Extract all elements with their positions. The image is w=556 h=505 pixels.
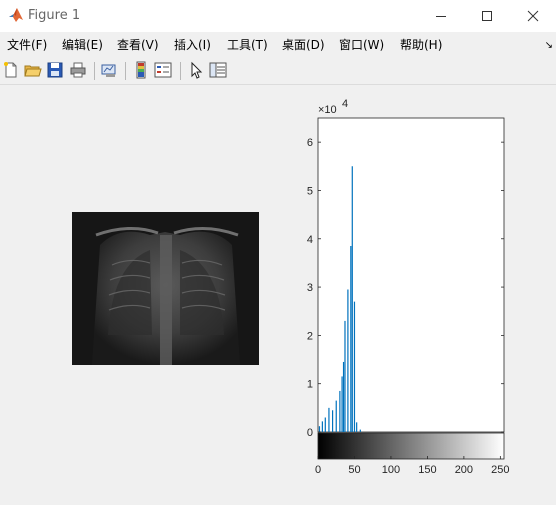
y-tick-label: 0: [307, 427, 313, 439]
x-tick-label: 200: [455, 464, 473, 476]
link-plot-icon[interactable]: [100, 61, 118, 79]
pointer-icon[interactable]: [187, 61, 205, 79]
toolbar: [0, 58, 556, 85]
matlab-logo-icon: [9, 8, 23, 22]
colorbar: [317, 432, 505, 460]
y-tick-label: 1: [307, 379, 313, 391]
minimize-icon: [436, 16, 446, 17]
menu-file[interactable]: 文件(F): [7, 38, 48, 52]
y-tick-label: 4: [307, 234, 313, 246]
figure-plot-svg: 0 1 2 3 4 5 6 ×10 4 0 50 100 150 200 250: [72, 98, 510, 476]
histogram-bars: [318, 166, 361, 432]
y-tick-label: 2: [307, 330, 313, 342]
print-icon[interactable]: [69, 61, 87, 79]
save-icon[interactable]: [46, 61, 64, 79]
close-button[interactable]: [510, 0, 556, 32]
window-title: Figure 1: [28, 8, 81, 23]
legend-icon[interactable]: [154, 61, 172, 79]
y-axis-ticks: 0 1 2 3 4 5 6: [307, 137, 504, 439]
x-tick-label: 50: [348, 464, 360, 476]
new-figure-icon[interactable]: [2, 61, 20, 79]
close-icon: [527, 10, 539, 22]
x-tick-label: 150: [418, 464, 436, 476]
minimize-button[interactable]: [418, 0, 464, 32]
x-axis-ticks: 0 50 100 150 200 250: [315, 456, 510, 476]
menu-bar: 文件(F) 编辑(E) 查看(V) 插入(I) 工具(T) 桌面(D) 窗口(W…: [0, 32, 556, 56]
x-tick-label: 0: [315, 464, 321, 476]
menu-window[interactable]: 窗口(W): [339, 38, 385, 52]
maximize-button[interactable]: [464, 0, 510, 32]
y-tick-label: 3: [307, 282, 313, 294]
title-bar: Figure 1: [0, 0, 556, 32]
menu-desktop[interactable]: 桌面(D): [282, 38, 325, 52]
toolbar-separator: [180, 62, 181, 80]
y-exponent-label: ×10: [318, 104, 337, 116]
menu-insert[interactable]: 插入(I): [174, 38, 211, 52]
x-tick-label: 100: [382, 464, 400, 476]
histogram-axes[interactable]: 0 1 2 3 4 5 6 ×10 4: [307, 98, 505, 439]
menu-tools[interactable]: 工具(T): [227, 38, 268, 52]
toolbar-separator: [94, 62, 95, 80]
toolbar-separator: [125, 62, 126, 80]
menu-view[interactable]: 查看(V): [117, 38, 159, 52]
open-file-icon[interactable]: [24, 61, 42, 79]
menu-edit[interactable]: 编辑(E): [62, 38, 103, 52]
dock-arrow-icon[interactable]: ↘: [544, 40, 553, 51]
y-tick-label: 6: [307, 137, 313, 149]
figure-canvas: 0 1 2 3 4 5 6 ×10 4 0 50 100 150 200 250: [0, 85, 556, 505]
y-exponent-power: 4: [342, 98, 348, 110]
xray-image: [72, 212, 259, 365]
colorbar-icon[interactable]: [132, 61, 150, 79]
property-inspector-icon[interactable]: [209, 61, 227, 79]
maximize-icon: [482, 11, 492, 21]
x-tick-label: 250: [491, 464, 509, 476]
y-tick-label: 5: [307, 185, 313, 197]
menu-help[interactable]: 帮助(H): [400, 38, 443, 52]
